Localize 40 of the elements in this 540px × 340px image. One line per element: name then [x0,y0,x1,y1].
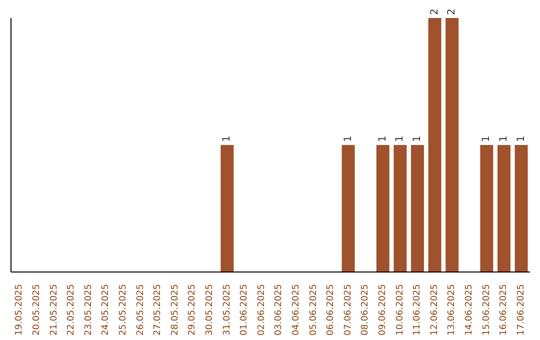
x-tick-label: 04.06.2025 [291,284,302,336]
x-tick-label: 22.05.2025 [66,284,77,336]
data-label: 1 [481,136,492,142]
x-tick-label: 07.06.2025 [343,284,354,336]
x-tick-label: 05.06.2025 [308,284,319,336]
data-label: 1 [342,136,354,142]
x-tick-label: 20.05.2025 [32,284,42,336]
x-tick-label: 16.06.2025 [499,284,510,336]
x-tick-label: 03.06.2025 [274,284,284,336]
x-tick-label: 06.06.2025 [326,284,336,336]
x-tick-label: 13.06.2025 [447,284,458,336]
x-tick-label: 11.06.2025 [412,284,423,336]
x-tick-label: 26.05.2025 [136,284,146,336]
x-tick-label: 09.06.2025 [378,284,388,336]
x-tick-label: 15.06.2025 [482,284,492,336]
x-tick-label: 21.05.2025 [49,284,60,336]
x-tick-label: 31.05.2025 [222,284,232,336]
x-tick-label: 12.06.2025 [430,284,440,336]
data-label: 2 [429,8,440,15]
data-label: 1 [394,136,406,142]
x-tick-label: 30.05.2025 [204,284,215,336]
x-tick-label: 08.06.2025 [360,284,371,336]
x-tick-label: 23.05.2025 [84,284,94,336]
x-tick-label: 27.05.2025 [153,284,164,336]
x-tick-label: 10.06.2025 [395,284,406,336]
data-label: 1 [222,136,233,142]
data-label: 1 [377,136,388,142]
x-tick-label: 14.06.2025 [464,284,474,336]
data-label: 1 [412,136,423,142]
x-tick-label: 19.05.2025 [14,284,25,336]
x-tick-label: 02.06.2025 [256,284,267,336]
x-tick-label: 17.06.2025 [516,284,526,336]
data-label: 2 [446,8,458,15]
x-tick-label: 29.05.2025 [188,284,198,336]
x-tick-label: 24.05.2025 [101,284,112,336]
data-label: 1 [516,136,527,142]
x-tick-label: 28.05.2025 [170,284,180,336]
x-tick-label: 25.05.2025 [118,284,128,336]
x-tick-label: 01.06.2025 [240,284,250,336]
data-label: 1 [498,136,510,142]
